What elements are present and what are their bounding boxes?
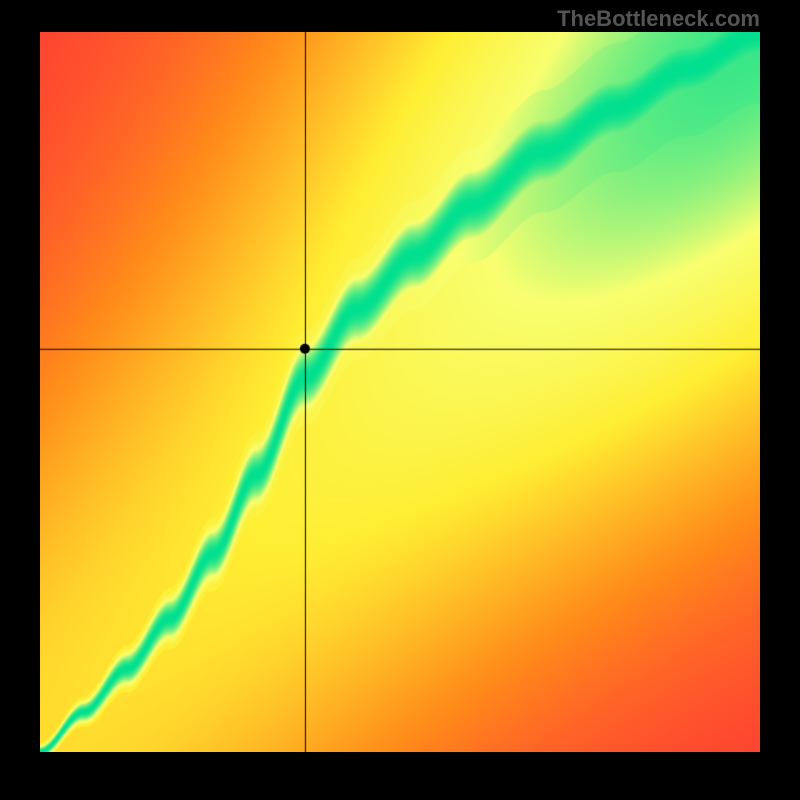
chart-container: { "watermark": { "text": "TheBottleneck.… bbox=[0, 0, 800, 800]
plot-area bbox=[40, 32, 760, 752]
watermark-text: TheBottleneck.com bbox=[557, 6, 760, 32]
bottleneck-heatmap bbox=[40, 32, 760, 752]
